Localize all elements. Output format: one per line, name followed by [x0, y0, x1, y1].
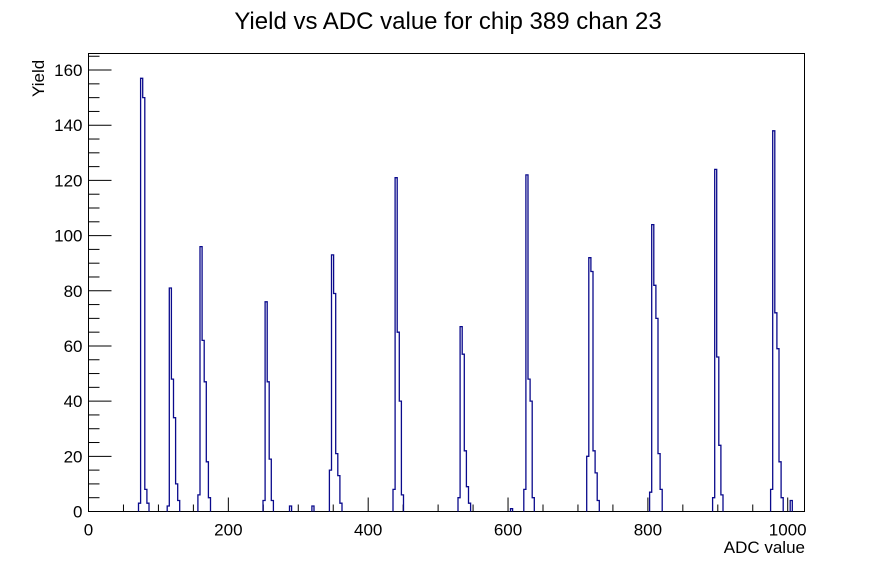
histogram-path	[137, 77, 793, 512]
plot-frame	[88, 53, 805, 512]
x-tick-label: 1000	[769, 521, 807, 540]
y-tick-label: 80	[64, 282, 83, 301]
x-tick-label: 800	[634, 521, 662, 540]
x-tick-label: 600	[494, 521, 522, 540]
y-tick-label: 0	[73, 503, 82, 522]
x-tick-label: 200	[214, 521, 242, 540]
y-tick-label: 20	[64, 447, 83, 466]
y-tick-label: 120	[54, 171, 82, 190]
y-tick-label: 40	[64, 392, 83, 411]
y-tick-label: 140	[54, 116, 82, 135]
chart-title: Yield vs ADC value for chip 389 chan 23	[234, 8, 662, 35]
x-tick-label: 0	[84, 521, 93, 540]
y-tick-label: 160	[54, 61, 82, 80]
x-axis-title: ADC value	[723, 538, 805, 557]
y-tick-label: 100	[54, 227, 82, 246]
y-tick-label: 60	[64, 337, 83, 356]
x-tick-label: 400	[354, 521, 382, 540]
